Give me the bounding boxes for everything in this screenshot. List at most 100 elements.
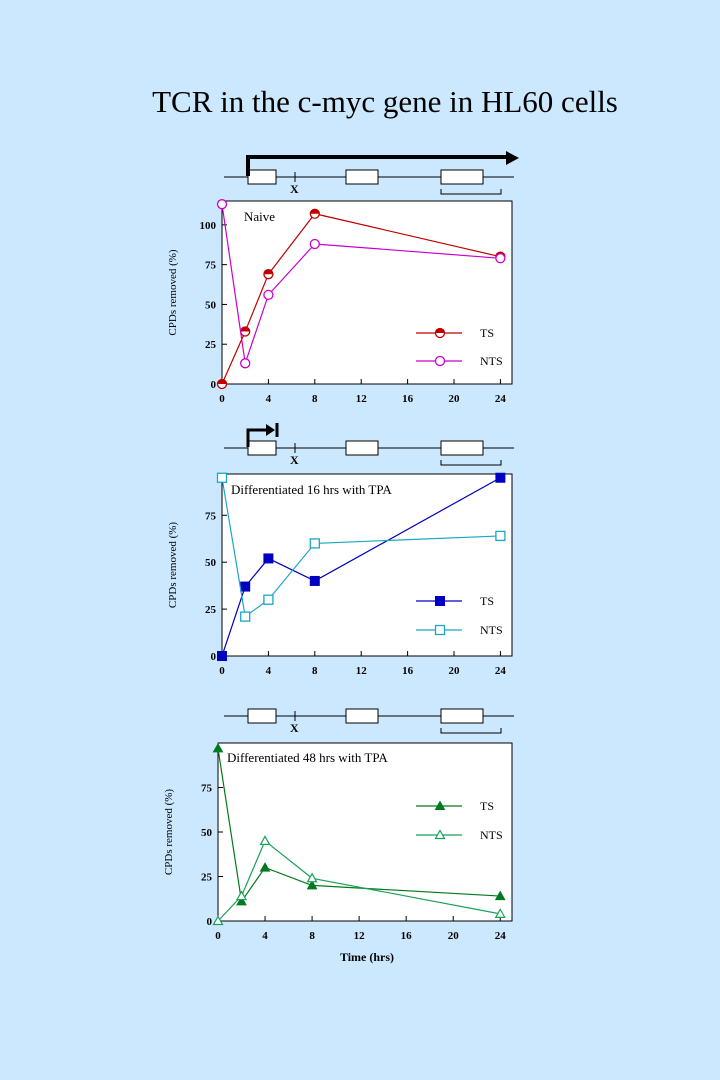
legend-label: NTS — [480, 828, 503, 842]
data-point — [259, 835, 271, 846]
data-point — [240, 611, 251, 622]
data-point — [240, 581, 251, 592]
arrowhead-icon — [506, 151, 519, 165]
probe-bracket — [440, 189, 502, 195]
data-point — [434, 624, 446, 636]
y-tick-label: 75 — [205, 510, 217, 522]
x-tick-label: 0 — [219, 393, 225, 405]
legend-label: NTS — [480, 623, 503, 637]
x-tick-label: 24 — [495, 930, 507, 942]
y-tick-label: 75 — [201, 783, 213, 795]
data-point — [435, 596, 445, 606]
gene-map-marker: X — [290, 182, 299, 196]
y-tick-label: 0 — [207, 916, 213, 928]
x-tick-label: 20 — [449, 665, 461, 677]
legend-label: TS — [480, 326, 494, 340]
probe-bracket — [440, 460, 502, 466]
x-tick-label: 8 — [309, 930, 315, 942]
exon-1-box — [247, 169, 277, 185]
exon-3-box — [440, 440, 484, 456]
legend-label: TS — [480, 594, 494, 608]
gene-map-2: X — [224, 423, 514, 467]
y-tick-label: 50 — [201, 827, 213, 839]
y-tick-label: 25 — [201, 872, 213, 884]
legend-label: TS — [480, 799, 494, 813]
data-point-fill — [310, 209, 320, 214]
data-point — [236, 895, 247, 906]
chart-differentiated-48h: 0 4 8 12 16 20 24 0 25 50 75 CPDs removed (%) Time (… — [163, 742, 513, 964]
data-point-fill — [263, 269, 273, 275]
data-point — [495, 472, 506, 483]
exon-2-box — [345, 708, 379, 724]
y-tick-label: 0 — [211, 379, 217, 391]
x-tick-label: 8 — [312, 665, 318, 677]
y-tick-label: 100 — [200, 220, 217, 232]
data-point-fill — [240, 326, 250, 332]
x-tick-label: 0 — [215, 930, 221, 942]
y-tick-label: 75 — [205, 260, 217, 272]
arrowhead-icon — [266, 424, 275, 436]
x-tick-label: 16 — [402, 665, 414, 677]
x-tick-label: 20 — [448, 930, 460, 942]
x-tick-label: 0 — [219, 665, 225, 677]
panel-title: Differentiated 48 hrs with TPA — [227, 750, 388, 765]
x-tick-label: 12 — [356, 393, 368, 405]
plot-area — [217, 742, 513, 922]
exon-2-box — [345, 440, 379, 456]
chart-naive: 0 4 8 12 16 20 24 0 25 50 75 100 CPDs removed (%) Nai… — [167, 199, 513, 405]
exon-1-box — [247, 708, 277, 724]
y-tick-label: 50 — [205, 299, 217, 311]
x-tick-label: 4 — [266, 393, 272, 405]
data-point — [494, 890, 506, 901]
data-point — [434, 829, 446, 840]
data-point — [259, 862, 271, 872]
data-point — [240, 358, 251, 369]
y-axis-label: CPDs removed (%) — [167, 249, 179, 335]
probe-bracket — [440, 728, 502, 734]
data-point — [309, 575, 320, 586]
blocked-arrow-icon — [246, 428, 268, 447]
slide-title: TCR in the c-myc gene in HL60 cells — [152, 84, 618, 119]
gene-map-1: X — [224, 151, 519, 196]
x-tick-label: 12 — [356, 665, 368, 677]
data-point — [263, 594, 274, 605]
legend-label: NTS — [480, 354, 503, 368]
exon-1-box — [247, 440, 277, 456]
x-tick-label: 24 — [495, 393, 507, 405]
x-tick-label: 12 — [354, 930, 366, 942]
data-point — [216, 199, 228, 210]
data-point — [306, 879, 318, 890]
x-axis-label: Time (hrs) — [340, 950, 394, 964]
y-tick-label: 25 — [205, 604, 217, 616]
chart-differentiated-16h: 0 4 8 12 16 20 24 0 25 50 75 CPDs removed (%) Differ… — [167, 472, 513, 677]
y-tick-label: 0 — [211, 651, 217, 663]
data-point — [309, 538, 320, 549]
data-point-fill — [435, 328, 445, 333]
data-point-fill — [217, 379, 227, 384]
gene-map-marker: X — [290, 721, 299, 735]
data-point — [434, 355, 446, 367]
data-point — [495, 253, 506, 264]
data-point — [434, 800, 446, 810]
data-point — [306, 872, 318, 883]
data-point — [212, 915, 224, 926]
x-tick-label: 24 — [495, 665, 507, 677]
transcription-arrow-icon — [246, 155, 508, 176]
y-tick-label: 50 — [205, 557, 217, 569]
panel-title: Differentiated 16 hrs with TPA — [231, 482, 392, 497]
data-point — [217, 651, 227, 661]
panel-title: Naive — [244, 209, 275, 224]
x-tick-label: 16 — [401, 930, 413, 942]
data-point — [263, 289, 274, 301]
exon-2-box — [345, 169, 379, 185]
data-point — [495, 530, 506, 542]
x-tick-label: 16 — [402, 393, 414, 405]
x-tick-label: 20 — [449, 393, 461, 405]
y-tick-label: 25 — [205, 339, 217, 351]
plot-area — [221, 473, 513, 657]
data-point — [235, 890, 248, 901]
data-point — [309, 238, 320, 250]
data-point — [494, 908, 506, 918]
data-point — [263, 553, 274, 564]
